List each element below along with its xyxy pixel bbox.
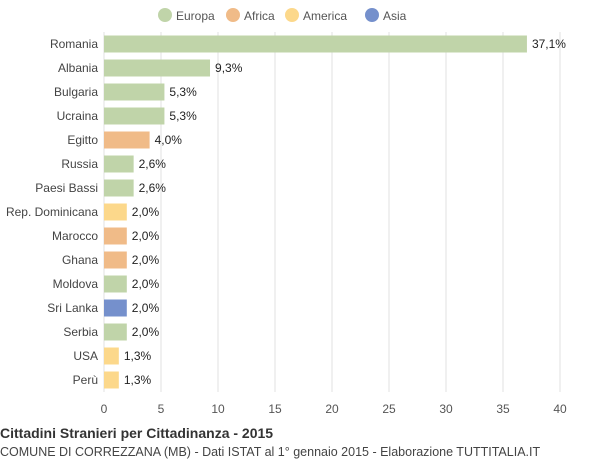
value-label: 5,3% [169, 109, 197, 123]
bar [104, 251, 127, 269]
value-label: 9,3% [215, 61, 243, 75]
legend-marker [158, 8, 172, 22]
category-label: Egitto [67, 133, 98, 147]
category-label: Marocco [52, 229, 98, 243]
bar [104, 299, 127, 317]
x-tick-label: 20 [325, 402, 339, 416]
category-label: Ghana [62, 253, 98, 267]
bar [104, 227, 127, 245]
bar [104, 131, 150, 149]
category-label: Moldova [53, 277, 99, 291]
bar [104, 155, 134, 173]
value-label: 37,1% [532, 37, 566, 51]
legend-marker [226, 8, 240, 22]
x-tick-label: 15 [268, 402, 282, 416]
bar [104, 203, 127, 221]
chart-subtitle: COMUNE DI CORREZZANA (MB) - Dati ISTAT a… [0, 445, 541, 459]
value-label: 2,0% [132, 325, 160, 339]
value-label: 2,6% [139, 157, 167, 171]
category-label: Perù [73, 373, 98, 387]
x-tick-label: 25 [382, 402, 396, 416]
value-label: 1,3% [124, 349, 152, 363]
bar [104, 107, 165, 125]
legend-marker [365, 8, 379, 22]
value-label: 2,6% [139, 181, 167, 195]
bar [104, 179, 134, 197]
bar [104, 275, 127, 293]
value-label: 2,0% [132, 205, 160, 219]
bar [104, 323, 127, 341]
value-label: 1,3% [124, 373, 152, 387]
category-label: Albania [58, 61, 98, 75]
legend-label: Europa [176, 9, 215, 23]
legend-label: Asia [383, 9, 407, 23]
bar [104, 35, 527, 53]
bar [104, 371, 119, 389]
category-label: Rep. Dominicana [6, 205, 98, 219]
legend-label: Africa [244, 9, 275, 23]
x-tick-label: 0 [101, 402, 108, 416]
x-tick-label: 5 [158, 402, 165, 416]
bar [104, 347, 119, 365]
x-tick-label: 40 [553, 402, 567, 416]
category-label: Russia [61, 157, 98, 171]
value-label: 2,0% [132, 301, 160, 315]
value-label: 2,0% [132, 277, 160, 291]
category-label: Sri Lanka [47, 301, 98, 315]
value-label: 2,0% [132, 253, 160, 267]
category-label: Serbia [63, 325, 98, 339]
value-label: 2,0% [132, 229, 160, 243]
value-label: 5,3% [169, 85, 197, 99]
category-label: Paesi Bassi [35, 181, 98, 195]
category-label: USA [73, 349, 98, 363]
bar-chart: 0 5 10 15 20 25 30 35 40 Romania 37,1% Albania 9,3% B… [6, 8, 567, 416]
category-label: Romania [50, 37, 98, 51]
bar [104, 83, 165, 101]
category-label: Bulgaria [54, 85, 98, 99]
category-label: Ucraina [57, 109, 99, 123]
legend-label: America [303, 9, 347, 23]
x-tick-label: 10 [211, 402, 225, 416]
bar [104, 59, 211, 77]
legend-marker [285, 8, 299, 22]
x-tick-label: 30 [439, 402, 453, 416]
value-label: 4,0% [155, 133, 183, 147]
x-tick-label: 35 [496, 402, 510, 416]
chart-title: Cittadini Stranieri per Cittadinanza - 2… [0, 425, 274, 441]
